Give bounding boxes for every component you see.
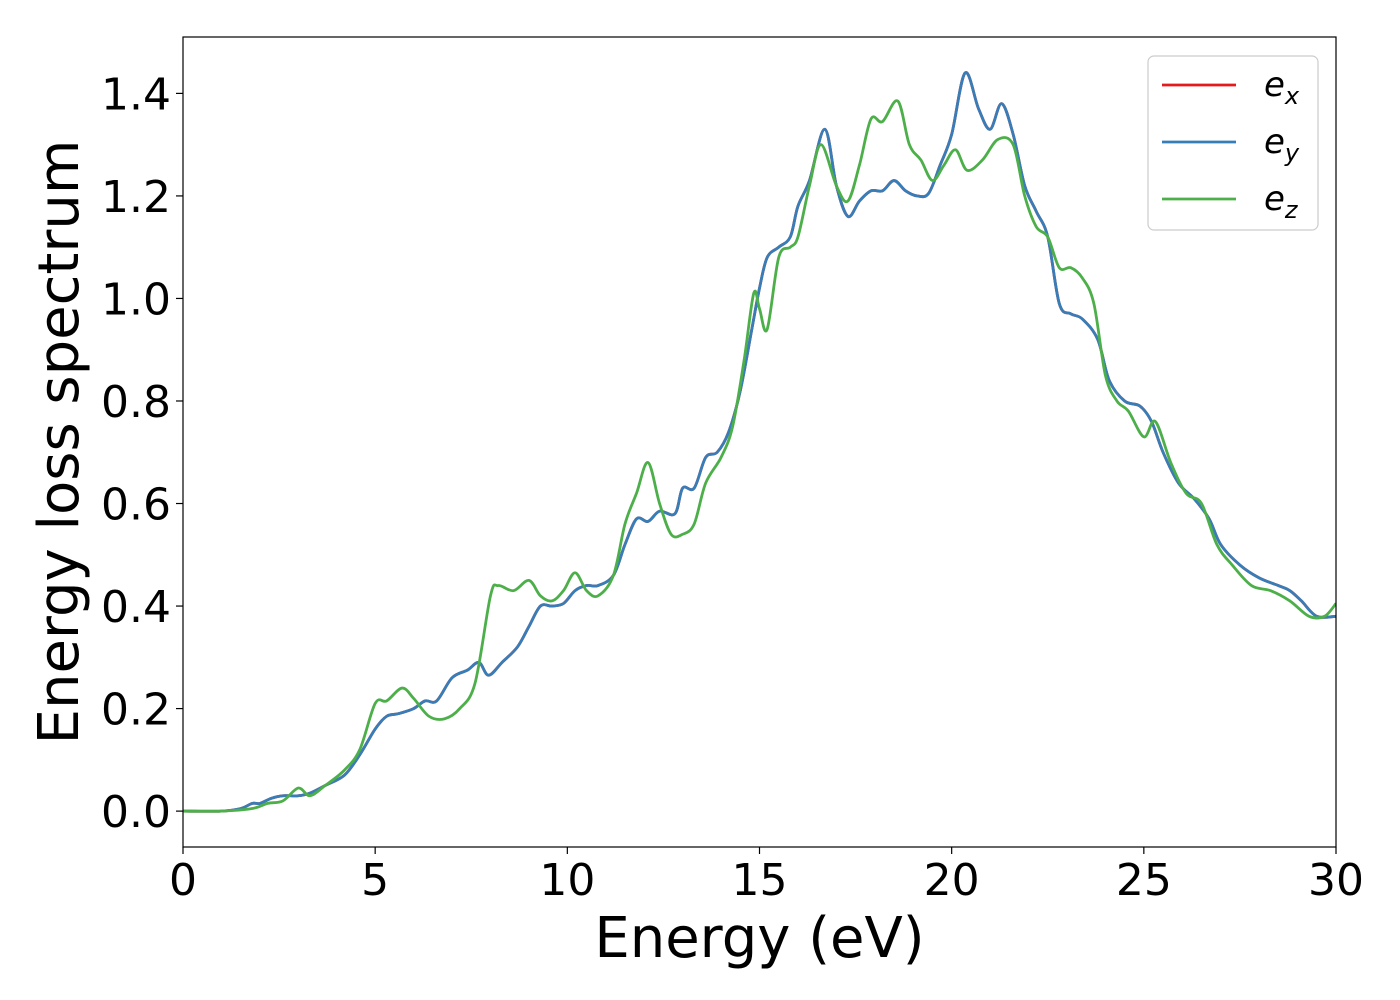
y-tick-label: 1.2 <box>101 172 171 223</box>
plot-lines <box>183 71 1336 813</box>
legend-subscript-z: z <box>1284 196 1299 224</box>
y-tick-label: 0.6 <box>101 480 171 531</box>
y-tick-label: 1.4 <box>101 69 171 120</box>
x-tick-label: 10 <box>539 855 595 906</box>
x-axis-label: Energy (eV) <box>594 906 924 971</box>
x-tick-label: 5 <box>361 855 389 906</box>
x-tick-label: 25 <box>1116 855 1172 906</box>
y-axis-ticks: 0.0 0.2 0.4 0.6 0.8 1.0 1.2 1.4 <box>101 69 183 838</box>
y-tick-label: 0.4 <box>101 582 171 633</box>
y-tick-label: 0.0 <box>101 787 171 838</box>
y-tick-label: 1.0 <box>101 274 171 325</box>
x-tick-label: 15 <box>732 855 788 906</box>
x-tick-label: 0 <box>169 855 197 906</box>
y-axis-label: Energy loss spectrum <box>27 140 92 745</box>
y-tick-label: 0.8 <box>101 377 171 428</box>
series-line-y <box>183 71 1336 813</box>
x-tick-label: 30 <box>1308 855 1364 906</box>
series-line-z <box>183 99 1336 813</box>
legend-subscript-x: x <box>1284 82 1300 110</box>
x-tick-label: 20 <box>924 855 980 906</box>
legend-subscript-y: y <box>1284 139 1300 167</box>
y-tick-label: 0.2 <box>101 685 171 736</box>
x-axis-ticks: 0 5 10 15 20 25 30 <box>169 847 1364 906</box>
